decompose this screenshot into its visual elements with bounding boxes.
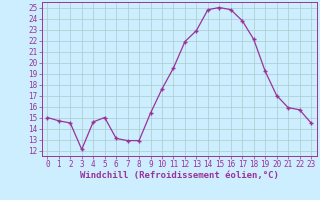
X-axis label: Windchill (Refroidissement éolien,°C): Windchill (Refroidissement éolien,°C) — [80, 171, 279, 180]
